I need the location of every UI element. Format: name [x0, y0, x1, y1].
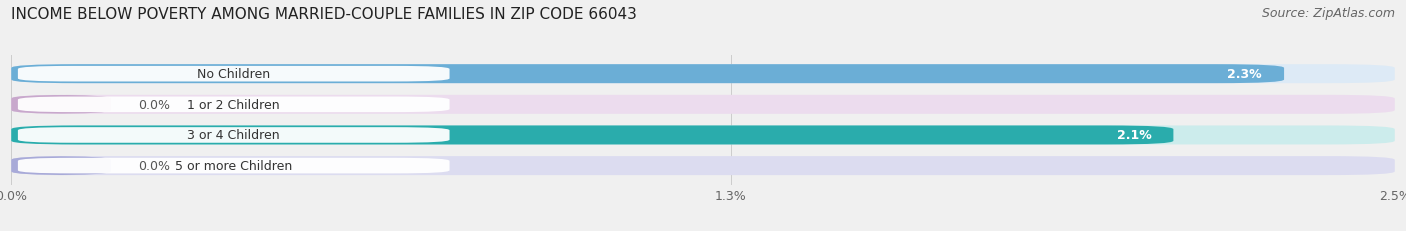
FancyBboxPatch shape [18, 67, 450, 82]
FancyBboxPatch shape [11, 126, 1395, 145]
FancyBboxPatch shape [11, 65, 1284, 84]
FancyBboxPatch shape [11, 156, 111, 175]
Text: 0.0%: 0.0% [139, 159, 170, 172]
FancyBboxPatch shape [18, 128, 450, 143]
FancyBboxPatch shape [11, 126, 1174, 145]
FancyBboxPatch shape [11, 95, 111, 114]
FancyBboxPatch shape [18, 158, 450, 174]
Text: 5 or more Children: 5 or more Children [176, 159, 292, 172]
Text: INCOME BELOW POVERTY AMONG MARRIED-COUPLE FAMILIES IN ZIP CODE 66043: INCOME BELOW POVERTY AMONG MARRIED-COUPL… [11, 7, 637, 22]
Text: 2.1%: 2.1% [1116, 129, 1152, 142]
FancyBboxPatch shape [11, 95, 1395, 114]
Text: 1 or 2 Children: 1 or 2 Children [187, 98, 280, 111]
FancyBboxPatch shape [18, 97, 450, 113]
Text: 2.3%: 2.3% [1227, 68, 1263, 81]
FancyBboxPatch shape [11, 156, 1395, 175]
Text: Source: ZipAtlas.com: Source: ZipAtlas.com [1261, 7, 1395, 20]
Text: 3 or 4 Children: 3 or 4 Children [187, 129, 280, 142]
Text: 0.0%: 0.0% [139, 98, 170, 111]
FancyBboxPatch shape [11, 65, 1395, 84]
Text: No Children: No Children [197, 68, 270, 81]
